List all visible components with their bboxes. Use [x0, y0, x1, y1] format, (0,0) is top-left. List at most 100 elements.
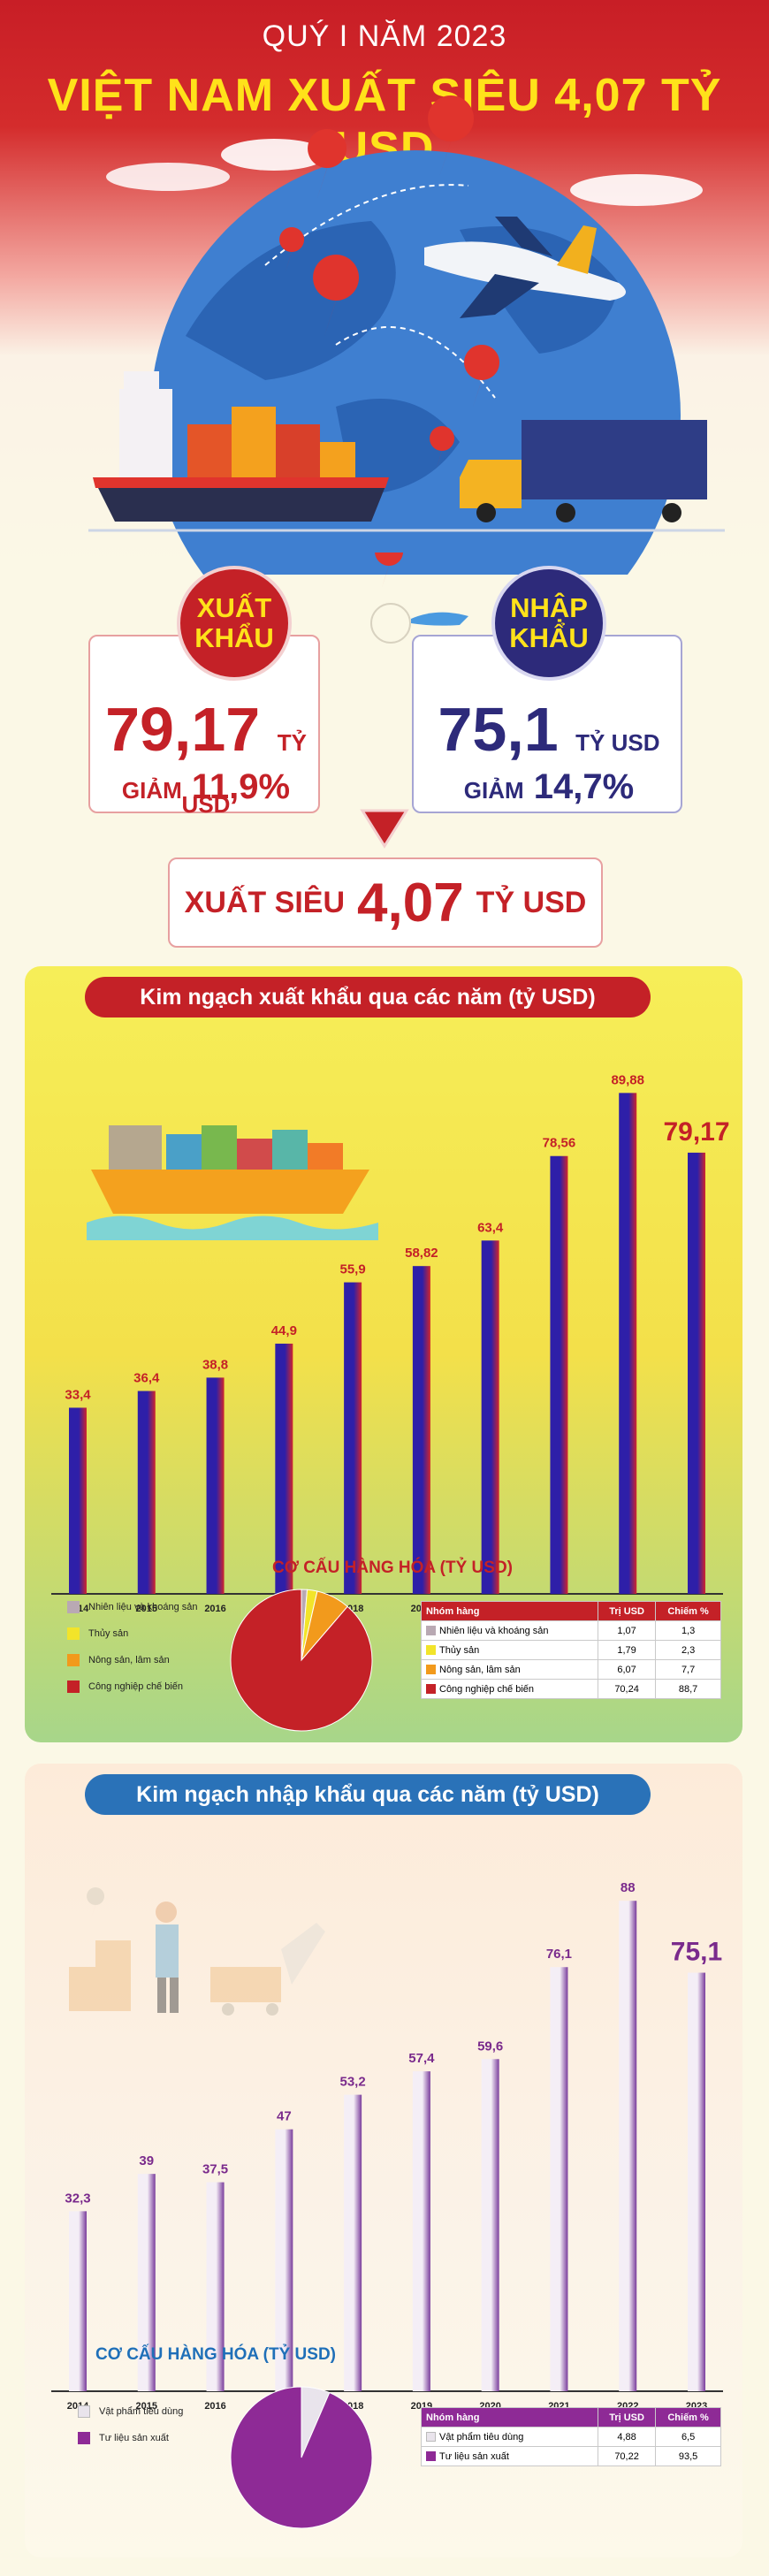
legend-label: Nhiên liệu và khoáng sản — [88, 1602, 198, 1612]
row-swatch — [426, 1645, 436, 1656]
import-chart-title: Kim ngạch nhập khẩu qua các năm (tỷ USD) — [85, 1774, 651, 1815]
export-pie-title: CƠ CẤU HÀNG HÓA (TỶ USD) — [272, 1559, 513, 1577]
legend-swatch — [67, 1680, 80, 1693]
bar-2019 — [412, 2071, 430, 2391]
legend-label: Tư liệu sản xuất — [99, 2433, 169, 2443]
legend-label: Thủy sản — [88, 1628, 129, 1639]
bar-2018 — [344, 2094, 362, 2391]
table-cell: 88,7 — [655, 1679, 721, 1699]
import-label-line2: KHẨU — [509, 622, 589, 653]
bar-value-label: 75,1 — [671, 1938, 722, 1967]
bar-value-label: 55,9 — [340, 1262, 366, 1277]
airplane-icon — [424, 217, 626, 318]
table-header: Nhóm hàng — [421, 2407, 598, 2427]
import-table: Nhóm hàng Trị USD Chiếm % Vật phẩm tiêu … — [421, 2407, 721, 2466]
import-change-value: 14,7% — [533, 767, 635, 806]
legend-item: Nhiên liệu và khoáng sản — [67, 1594, 244, 1620]
table-cell: 4,88 — [597, 2427, 657, 2447]
bar-2015 — [137, 2174, 156, 2391]
table-header: Trị USD — [597, 1601, 657, 1621]
export-label-line2: KHẨU — [194, 622, 274, 653]
export-bar-chart: 33,4201436,4201538,8201644,9201755,92018… — [51, 1072, 730, 1614]
warehouse-illustration — [69, 1887, 325, 2016]
bar-value-label: 36,4 — [133, 1371, 160, 1386]
legend-item: Nông sản, lâm sản — [67, 1647, 244, 1673]
export-value: 79,17 — [105, 695, 261, 764]
import-summary-value: 75,1 TỶ USD — [414, 698, 684, 760]
row-swatch — [426, 1626, 436, 1636]
surplus-card: XUẤT SIÊU 4,07 TỶ USD — [168, 857, 603, 948]
surplus-unit: TỶ USD — [476, 885, 587, 919]
table-row: Nhiên liệu và khoáng sản 1,07 1,3 — [421, 1620, 721, 1641]
cell-text: Thủy sản — [439, 1644, 480, 1656]
export-table: Nhóm hàng Trị USD Chiếm % Nhiên liệu và … — [421, 1601, 721, 1699]
legend-label: Nông sản, lâm sản — [88, 1655, 170, 1665]
export-unit: TỶ USD — [181, 729, 307, 818]
bar-value-label: 76,1 — [546, 1947, 572, 1962]
pin-icon — [375, 553, 403, 587]
pin-icon — [87, 1887, 105, 1918]
container-ship-illustration — [87, 1125, 378, 1240]
bar-2023 — [688, 1152, 705, 1594]
table-row: Vật phẩm tiêu dùng 4,88 6,5 — [421, 2427, 721, 2447]
bar-value-label: 88 — [621, 1880, 636, 1895]
import-panel: Kim ngạch nhập khẩu qua các năm (tỷ USD)… — [25, 1764, 742, 2557]
table-row: Thủy sản 1,79 2,3 — [421, 1640, 721, 1660]
legend-swatch — [67, 1654, 80, 1666]
down-arrow-icon — [360, 809, 409, 849]
pie-slice — [230, 1589, 373, 1732]
export-pie-chart — [230, 1589, 373, 1732]
bar-value-label: 53,2 — [340, 2075, 366, 2090]
import-pie-legend: Vật phẩm tiêu dùng Tư liệu sản xuất — [78, 2398, 255, 2451]
headline-text: VIỆT NAM XUẤT SIÊU 4,07 TỶ USD — [47, 70, 722, 174]
import-label-line1: NHẬP — [510, 591, 588, 623]
cell-text: Công nghiệp chế biến — [439, 1683, 535, 1695]
bar-2020 — [481, 2059, 499, 2391]
legend-item: Vật phẩm tiêu dùng — [78, 2398, 255, 2425]
kicker-text: QUÝ I NĂM 2023 — [262, 19, 507, 53]
import-value: 75,1 — [438, 695, 559, 764]
bar-value-label: 89,88 — [611, 1072, 644, 1087]
bar-2016 — [206, 1377, 225, 1594]
table-cell: 1,07 — [597, 1620, 657, 1641]
legend-swatch — [67, 1601, 80, 1613]
bar-value-label: 78,56 — [543, 1136, 576, 1151]
bar-2022 — [619, 1901, 637, 2391]
pie-slice — [230, 2386, 373, 2529]
cell-text: Nhiên liệu và khoáng sản — [439, 1625, 549, 1636]
import-unit: TỶ USD — [575, 729, 660, 756]
plane-icon — [411, 612, 468, 626]
row-swatch — [426, 2432, 436, 2443]
bar-value-label: 47 — [277, 2109, 292, 2124]
bar-2014 — [69, 1407, 87, 1594]
export-change-label: GIẢM — [121, 777, 182, 804]
import-bar-chart: 32,3201439201537,5201647201753,2201857,4… — [51, 1880, 723, 2412]
export-label-bubble: XUẤT KHẨU — [177, 566, 292, 681]
table-header-row: Nhóm hàng Trị USD Chiếm % — [421, 1601, 721, 1621]
import-pie-chart — [230, 2386, 373, 2529]
legend-item: Thủy sản — [67, 1620, 244, 1647]
bar-value-label: 33,4 — [65, 1387, 91, 1402]
export-pie-legend: Nhiên liệu và khoáng sản Thủy sản Nông s… — [67, 1594, 244, 1700]
table-cell: Thủy sản — [421, 1640, 598, 1660]
bar-value-label: 32,3 — [65, 2191, 90, 2206]
table-header: Chiếm % — [655, 2407, 721, 2427]
legend-item: Công nghiệp chế biến — [67, 1673, 244, 1700]
legend-label: Vật phẩm tiêu dùng — [99, 2406, 184, 2417]
bar-2023 — [688, 1972, 705, 2391]
bar-value-label: 57,4 — [408, 2051, 435, 2066]
cell-text: Nông sản, lâm sản — [439, 1664, 521, 1675]
bar-value-label: 44,9 — [271, 1323, 297, 1338]
export-summary-value: 79,17 TỶ USD — [90, 698, 322, 822]
table-cell: 93,5 — [655, 2446, 721, 2466]
import-change: GIẢM 14,7% — [414, 769, 684, 804]
export-chart-title: Kim ngạch xuất khẩu qua các năm (tỷ USD) — [85, 977, 651, 1017]
map-pin-icon — [279, 95, 500, 470]
legend-swatch — [78, 2405, 90, 2418]
table-cell: Nhiên liệu và khoáng sản — [421, 1620, 598, 1641]
bar-value-label: 37,5 — [202, 2162, 228, 2177]
cell-text: Tư liệu sản xuất — [439, 2450, 509, 2462]
export-label-line1: XUẤT — [196, 591, 272, 623]
bar-value-label: 59,6 — [477, 2039, 503, 2054]
table-row: Công nghiệp chế biến 70,24 88,7 — [421, 1679, 721, 1699]
